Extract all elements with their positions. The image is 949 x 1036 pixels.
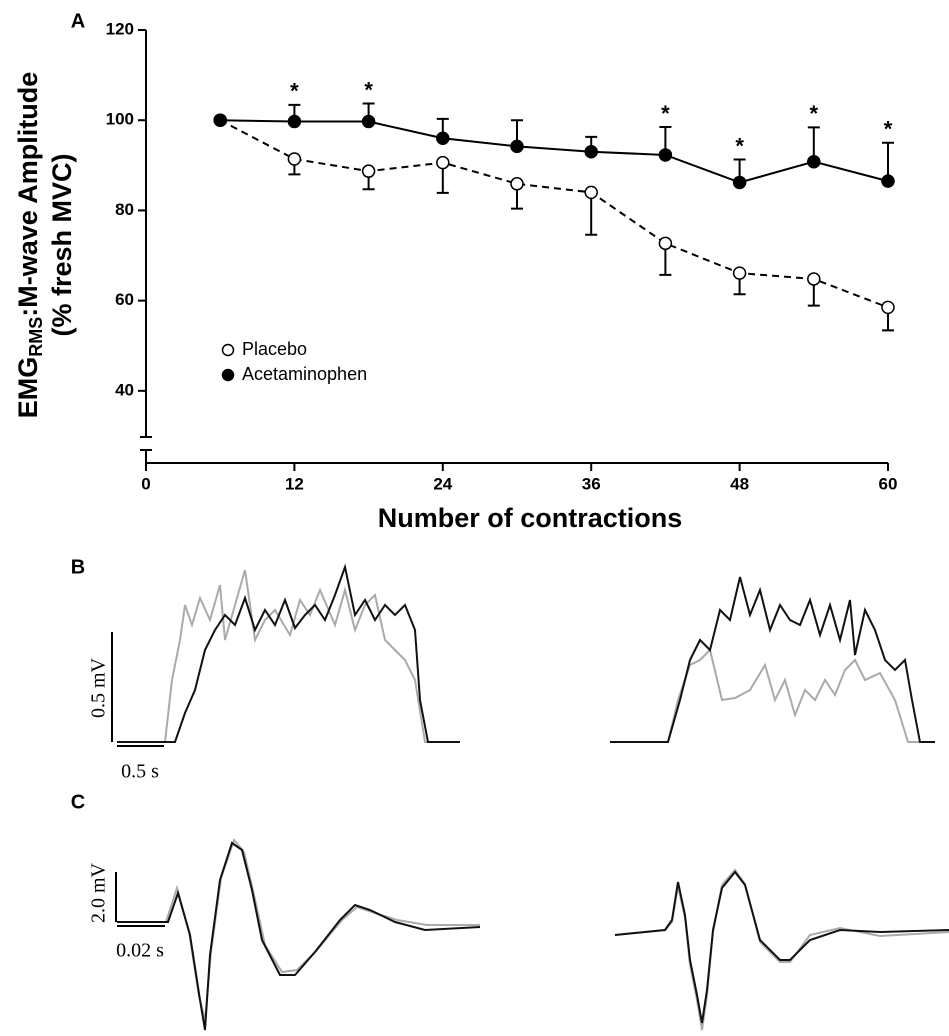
panel-label: C: [71, 791, 85, 813]
x-tick-label: 48: [730, 474, 749, 493]
point: [361, 164, 376, 178]
scale-bar: [111, 632, 164, 747]
series-line: [220, 119, 889, 184]
point: [807, 154, 821, 169]
point: [584, 185, 598, 200]
point: [436, 155, 450, 170]
scale-label: 0.02 s: [116, 940, 164, 962]
scale-label: 0.5 mV: [88, 657, 110, 718]
x-tick-label: 60: [879, 474, 898, 493]
point: [658, 236, 673, 251]
x-tick-label: 12: [285, 474, 304, 493]
significance: *: [364, 77, 373, 102]
traces-b: [117, 563, 935, 743]
point: [287, 114, 302, 129]
x-tick-label: 24: [433, 474, 452, 493]
axes: [140, 30, 888, 464]
significance: *: [810, 101, 819, 126]
trace-placebo: [610, 648, 935, 743]
y-tick-label: 100: [106, 110, 134, 129]
point: [287, 152, 302, 166]
trace-acetaminophen: [614, 870, 949, 1024]
y-label-sub: RMS: [26, 317, 46, 357]
significance: *: [290, 79, 299, 104]
y-tick-label: 40: [115, 380, 134, 399]
legend-marker: [221, 368, 235, 382]
point: [732, 266, 747, 280]
y-label-main: EMG: [13, 357, 43, 419]
trace-acetaminophen: [117, 563, 460, 743]
legend-label: Acetaminophen: [242, 364, 367, 384]
trace-acetaminophen: [117, 841, 481, 1031]
series-line: [219, 119, 889, 309]
trace-placebo: [614, 868, 949, 1031]
y-tick-label: 80: [115, 200, 134, 219]
point: [510, 177, 524, 191]
error-bar: [585, 192, 598, 236]
y-tick-label: 120: [106, 19, 134, 38]
significance: *: [661, 101, 670, 126]
scale-label: 0.5 s: [121, 761, 159, 783]
point: [658, 148, 673, 162]
scale-label: 2.0 mV: [88, 862, 110, 923]
scale-bar: [115, 872, 165, 927]
point: [361, 114, 376, 129]
y-axis-label: EMGRMS:M-wave Amplitude: [13, 72, 46, 419]
traces-c: [117, 837, 949, 1031]
point: [881, 300, 895, 315]
significance: *: [735, 133, 744, 158]
y-label-rest: :M-wave Amplitude: [13, 72, 43, 317]
legend-label: Placebo: [242, 339, 307, 359]
x-tick-label: 36: [582, 474, 601, 493]
significance: *: [884, 117, 893, 142]
point: [584, 145, 598, 159]
y-axis-label-line2: (% fresh MVC): [47, 153, 77, 336]
trace-placebo: [117, 569, 460, 743]
legend-marker: [221, 343, 235, 357]
trace-acetaminophen: [610, 576, 935, 743]
point: [510, 139, 524, 154]
point: [881, 174, 895, 188]
panel-label: A: [71, 10, 85, 32]
panel-label: B: [71, 556, 85, 578]
point: [213, 113, 227, 127]
x-tick-label: 0: [141, 474, 150, 493]
y-tick-label: 60: [115, 290, 134, 309]
point: [807, 272, 821, 286]
point: [436, 131, 450, 145]
point: [732, 175, 747, 190]
x-axis-label: Number of contractions: [378, 503, 683, 533]
